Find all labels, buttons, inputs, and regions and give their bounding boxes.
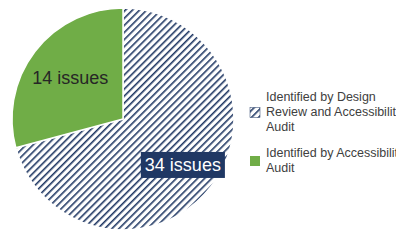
data-label: 34 issues bbox=[145, 155, 221, 175]
legend-swatch bbox=[250, 108, 260, 118]
data-label-box bbox=[141, 152, 225, 178]
pie bbox=[12, 8, 234, 230]
pie-slice bbox=[12, 8, 123, 148]
chart: 34 issues 14 issues Identified by DesignRe… bbox=[0, 0, 396, 241]
legend-swatch bbox=[250, 156, 260, 166]
data-label: 14 issues bbox=[32, 68, 108, 88]
legend-label: Identified by AccessibilityAudit bbox=[266, 146, 396, 175]
legend-label: Identified by DesignReview and Accessibi… bbox=[266, 90, 396, 134]
